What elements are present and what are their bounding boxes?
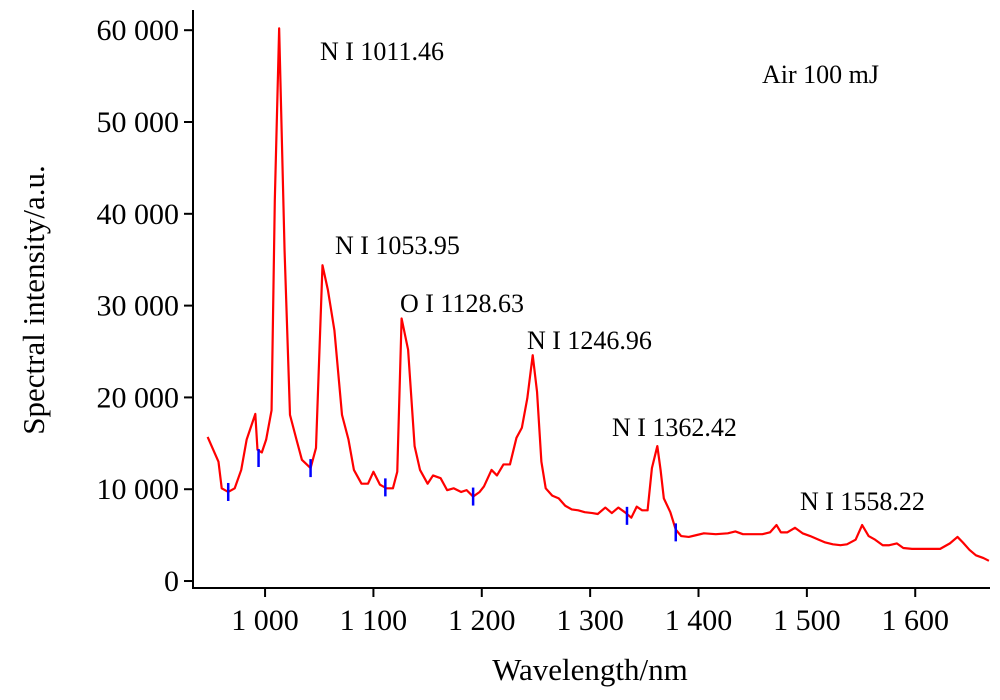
x-tick-label: 1 100 <box>340 604 408 637</box>
y-axis-label: Spectral intensity/a.u. <box>16 165 51 434</box>
x-tick-label: 1 000 <box>231 604 299 637</box>
x-tick-label: 1 600 <box>881 604 949 637</box>
y-tick-label: 10 000 <box>97 473 180 506</box>
x-axis-label: Wavelength/nm <box>492 652 688 687</box>
y-tick-label: 30 000 <box>97 290 180 323</box>
y-tick-label: 20 000 <box>97 381 180 414</box>
x-tick-label: 1 500 <box>773 604 841 637</box>
annotation: N I 1558.22 <box>800 487 925 516</box>
annotation: N I 1362.42 <box>612 413 737 442</box>
annotation: N I 1011.46 <box>320 37 444 66</box>
annotation: N I 1053.95 <box>335 231 460 260</box>
y-tick-label: 60 000 <box>97 14 180 47</box>
spectrum-line <box>206 27 990 562</box>
x-tick-label: 1 200 <box>448 604 516 637</box>
y-tick-label: 50 000 <box>97 106 180 139</box>
annotation: O I 1128.63 <box>400 289 524 318</box>
x-tick-label: 1 400 <box>665 604 733 637</box>
y-tick-label: 40 000 <box>97 198 180 231</box>
annotation: Air 100 mJ <box>762 60 879 89</box>
x-tick-label: 1 300 <box>556 604 624 637</box>
y-tick-label: 0 <box>164 565 179 598</box>
annotation: N I 1246.96 <box>527 326 652 355</box>
